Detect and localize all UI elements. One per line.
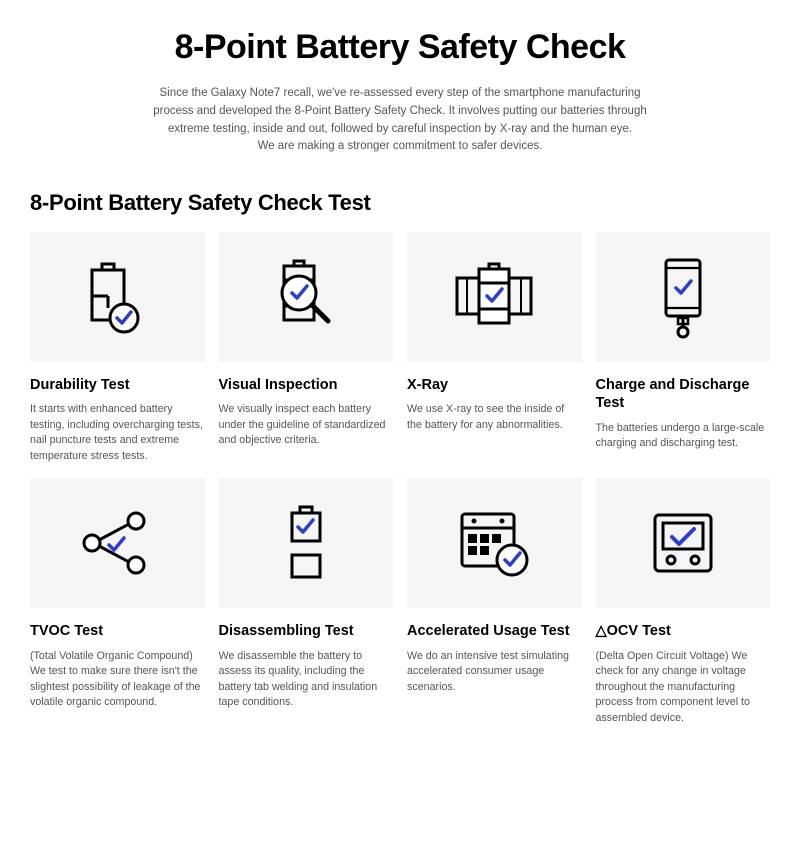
card-charge-discharge: Charge and Discharge Test The batteries … (596, 232, 771, 464)
card-visual-inspection: Visual Inspection We visually inspect ea… (219, 232, 394, 464)
card-desc: (Delta Open Circuit Voltage) We check fo… (596, 649, 771, 727)
card-tvoc: TVOC Test (Total Volatile Organic Compou… (30, 478, 205, 726)
card-title: X-Ray (407, 376, 582, 394)
card-desc: It starts with enhanced battery testing,… (30, 402, 205, 464)
intro-line: extreme testing, inside and out, followe… (168, 123, 632, 135)
card-title: Accelerated Usage Test (407, 622, 582, 640)
xray-icon (407, 232, 582, 362)
card-title: TVOC Test (30, 622, 205, 640)
card-accelerated-usage: Accelerated Usage Test We do an intensiv… (407, 478, 582, 726)
accelerated-usage-icon (407, 478, 582, 608)
ocv-icon (596, 478, 771, 608)
intro-line: Since the Galaxy Note7 recall, we've re-… (160, 87, 641, 99)
disassembling-icon (219, 478, 394, 608)
card-durability: Durability Test It starts with enhanced … (30, 232, 205, 464)
card-desc: We use X-ray to see the inside of the ba… (407, 402, 582, 433)
intro-text: Since the Galaxy Note7 recall, we've re-… (110, 85, 690, 156)
card-title: △OCV Test (596, 622, 771, 640)
card-title: Visual Inspection (219, 376, 394, 394)
card-disassembling: Disassembling Test We disassemble the ba… (219, 478, 394, 726)
card-desc: We disassemble the battery to assess its… (219, 649, 394, 711)
section-subtitle: 8-Point Battery Safety Check Test (30, 190, 770, 216)
card-xray: X-Ray We use X-ray to see the inside of … (407, 232, 582, 464)
card-title: Durability Test (30, 376, 205, 394)
card-title: Disassembling Test (219, 622, 394, 640)
durability-icon (30, 232, 205, 362)
card-desc: We visually inspect each battery under t… (219, 402, 394, 449)
intro-line: process and developed the 8-Point Batter… (153, 105, 647, 117)
card-ocv: △OCV Test (Delta Open Circuit Voltage) W… (596, 478, 771, 726)
cards-grid: Durability Test It starts with enhanced … (30, 232, 770, 726)
tvoc-icon (30, 478, 205, 608)
intro-line: We are making a stronger commitment to s… (258, 140, 543, 152)
visual-inspection-icon (219, 232, 394, 362)
charge-discharge-icon (596, 232, 771, 362)
card-title: Charge and Discharge Test (596, 376, 771, 412)
card-desc: The batteries undergo a large-scale char… (596, 421, 771, 452)
card-desc: (Total Volatile Organic Compound) We tes… (30, 649, 205, 711)
card-desc: We do an intensive test simulating accel… (407, 649, 582, 696)
page-title: 8-Point Battery Safety Check (30, 28, 770, 67)
